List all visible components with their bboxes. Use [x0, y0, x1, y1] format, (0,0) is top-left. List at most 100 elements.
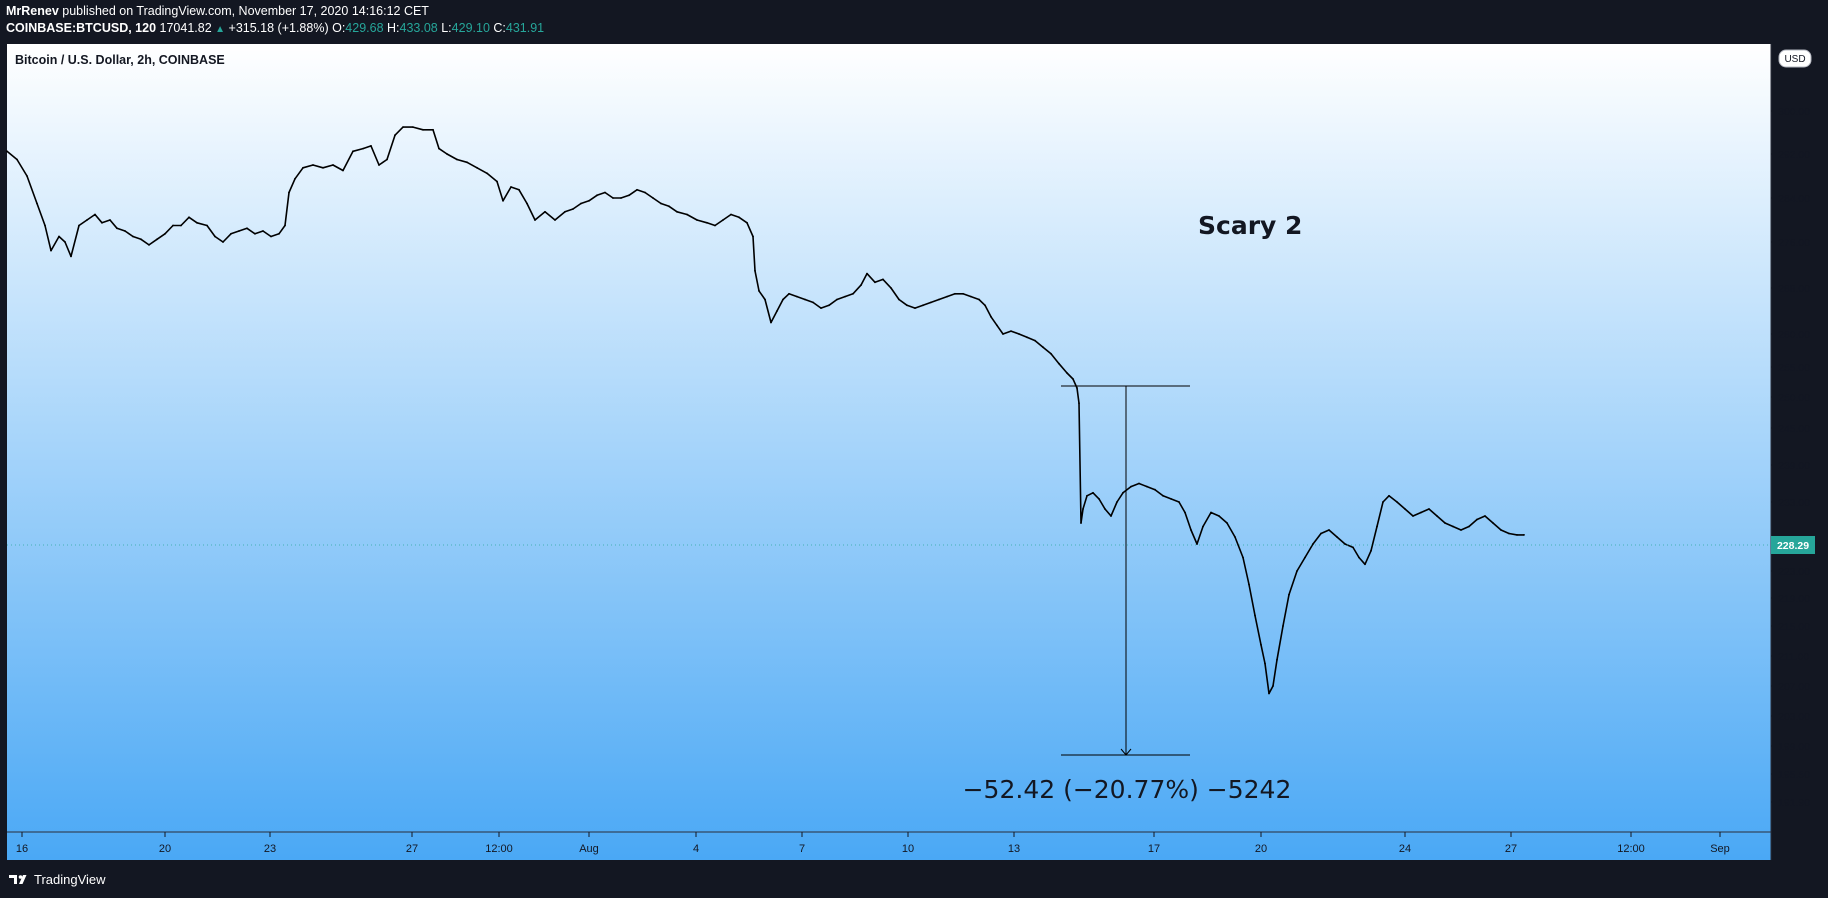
price-point: [402, 126, 404, 128]
price-point: [1358, 556, 1360, 559]
x-tick-label: 12:00: [485, 843, 513, 855]
price-point: [946, 295, 948, 298]
price-point: [50, 249, 52, 252]
price-point: [1104, 508, 1106, 510]
price-point: [1086, 494, 1088, 497]
price-point: [1412, 515, 1414, 517]
x-tick-label: 27: [406, 843, 418, 855]
open-label: O:: [332, 21, 346, 35]
price-point: [1523, 534, 1525, 536]
price-point: [6, 150, 8, 153]
high-label: H:: [387, 21, 400, 35]
price-point: [1050, 352, 1052, 355]
published-text: published on TradingView.com, November 1…: [62, 4, 429, 18]
price-point: [668, 205, 670, 208]
price-point: [432, 128, 434, 131]
price-axis[interactable]: 300.00 292.00 284.00 276.00 268.00 260.00 255.…: [1771, 106, 1810, 809]
price-point: [1042, 346, 1044, 349]
price-point: [1388, 494, 1390, 497]
chart-plot-area[interactable]: [7, 44, 1771, 860]
price-point: [554, 219, 556, 221]
price-point: [1098, 498, 1100, 500]
price-point: [422, 128, 424, 131]
price-point: [1242, 556, 1244, 559]
y-tick-label: 233.00: [1778, 497, 1810, 509]
current-price: 17041.82: [159, 21, 212, 35]
price-point: [796, 295, 798, 298]
price-point: [58, 235, 60, 238]
price-point: [758, 290, 760, 292]
price-point: [978, 298, 980, 301]
price-point: [284, 224, 286, 227]
price-point: [438, 147, 440, 150]
price-point: [1082, 508, 1084, 510]
price-point: [1154, 488, 1156, 491]
price-point: [1264, 662, 1266, 665]
price-point: [1320, 532, 1322, 535]
price-point: [294, 177, 296, 180]
price-point: [1344, 543, 1346, 545]
price-point: [322, 166, 324, 169]
price-range-measure[interactable]: −52.42 (−20.77%) −5242: [963, 385, 1292, 804]
price-point: [1002, 333, 1004, 335]
price-point: [101, 221, 103, 224]
time-axis[interactable]: 16 20 23 27 12:00 Aug 4 7 10 13 17 20 24 27 12:00 Sep: [16, 832, 1730, 855]
price-point: [1218, 515, 1220, 517]
x-tick-label: 20: [159, 843, 171, 855]
price-point: [1034, 339, 1036, 342]
price-point: [1484, 515, 1486, 517]
price-point: [44, 224, 46, 227]
price-point: [394, 134, 396, 137]
annotation-scary-2[interactable]: Scary 2: [1198, 211, 1302, 240]
price-point: [412, 126, 414, 128]
price-point: [1170, 498, 1172, 500]
price-point: [534, 219, 536, 221]
price-point: [109, 219, 111, 221]
price-point: [1026, 336, 1028, 339]
price-line: [6, 126, 1524, 695]
price-point: [1288, 593, 1290, 596]
price-point: [70, 255, 72, 258]
footer-brand[interactable]: TradingView: [34, 871, 106, 887]
x-tick-label: Sep: [1710, 843, 1730, 855]
y-tick-label: 255.00: [1778, 362, 1810, 374]
price-point: [620, 197, 622, 199]
x-tick-label: 23: [264, 843, 276, 855]
currency-badge[interactable]: USD: [1778, 49, 1812, 68]
price-point: [246, 227, 248, 230]
price-point: [288, 191, 290, 194]
price-point: [466, 161, 468, 164]
price-point: [1116, 501, 1118, 503]
price-point: [588, 199, 590, 202]
price-point: [26, 175, 28, 177]
chart-title: Bitcoin / U.S. Dollar, 2h, COINBASE: [15, 53, 225, 67]
author-name[interactable]: MrRenev: [6, 4, 59, 18]
y-tick-label: 268.00: [1778, 283, 1810, 295]
footer: TradingView: [8, 868, 106, 890]
price-point: [1404, 508, 1406, 510]
price-point: [1078, 402, 1080, 405]
y-tick-label: 211.00: [1778, 651, 1809, 663]
price-point: [214, 235, 216, 238]
price-point: [222, 241, 224, 243]
price-point: [1468, 525, 1470, 528]
price-point: [362, 147, 364, 150]
price-point: [1010, 330, 1012, 332]
price-point: [866, 272, 868, 275]
up-arrow-icon: ▲: [215, 24, 226, 35]
price-point: [804, 298, 806, 301]
x-tick-label: 10: [902, 843, 914, 855]
price-point: [446, 153, 448, 155]
price-point: [828, 304, 830, 307]
price-point: [1018, 333, 1020, 335]
price-point: [164, 232, 166, 235]
price-point: [1076, 387, 1078, 389]
price-point: [1328, 529, 1330, 531]
price-point: [278, 232, 280, 235]
y-tick-label: 207.00: [1778, 681, 1810, 693]
price-point: [1370, 549, 1372, 552]
price-point: [270, 235, 272, 238]
price-point: [1296, 570, 1298, 572]
price-point: [706, 221, 708, 224]
